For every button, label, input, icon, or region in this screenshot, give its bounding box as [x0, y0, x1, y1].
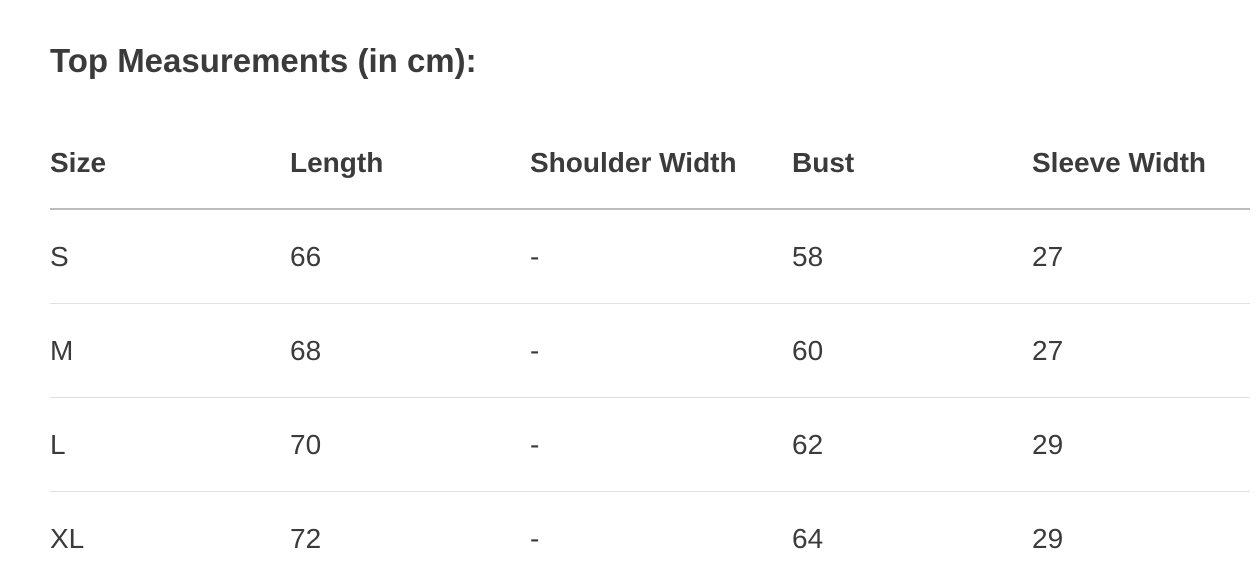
page-title: Top Measurements (in cm):	[50, 42, 477, 79]
cell-length: 72	[290, 522, 322, 554]
header-bust: Bust	[792, 147, 855, 178]
cell-length: 68	[290, 334, 322, 366]
header-shoulder-width: Shoulder Width	[530, 147, 737, 178]
cell-bust: 64	[792, 522, 824, 554]
cell-sleeve-width: 29	[1032, 428, 1064, 460]
cell-size: XL	[50, 522, 85, 554]
cell-size: M	[50, 334, 74, 366]
header-sleeve-width: Sleeve Width	[1032, 147, 1207, 178]
cell-shoulder-width: -	[530, 240, 540, 272]
cell-size: S	[50, 240, 69, 272]
cell-sleeve-width: 29	[1032, 522, 1064, 554]
table-row: M 68 - 60 27	[50, 304, 1250, 398]
table-row: S 66 - 58 27	[50, 210, 1250, 304]
table-row: L 70 - 62 29	[50, 398, 1250, 492]
cell-size: L	[50, 428, 66, 460]
cell-bust: 62	[792, 428, 824, 460]
table-header: Size Length Shoulder Width Bust Sleeve W…	[50, 118, 1250, 210]
cell-bust: 58	[792, 240, 824, 272]
cell-shoulder-width: -	[530, 522, 540, 554]
header-size: Size	[50, 147, 107, 178]
cell-shoulder-width: -	[530, 334, 540, 366]
table-row: XL 72 - 64 29	[50, 492, 1250, 585]
cell-length: 66	[290, 240, 322, 272]
header-length: Length	[290, 147, 384, 178]
size-table: Size Length Shoulder Width Bust Sleeve W…	[50, 118, 1250, 585]
cell-bust: 60	[792, 334, 824, 366]
cell-sleeve-width: 27	[1032, 334, 1064, 366]
cell-length: 70	[290, 428, 322, 460]
cell-shoulder-width: -	[530, 428, 540, 460]
cell-sleeve-width: 27	[1032, 240, 1064, 272]
